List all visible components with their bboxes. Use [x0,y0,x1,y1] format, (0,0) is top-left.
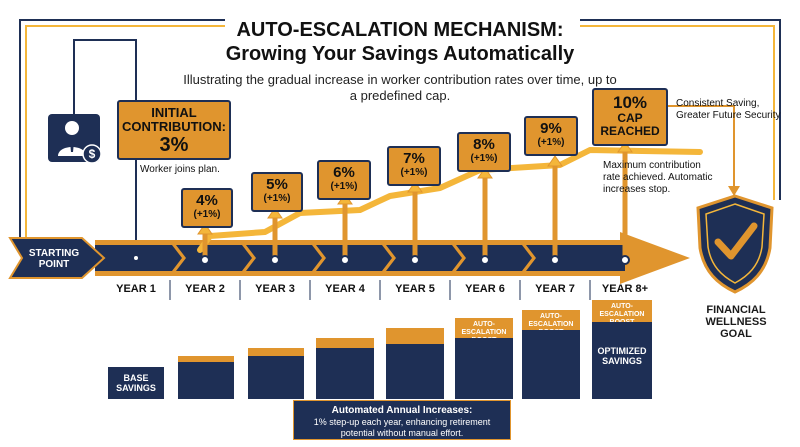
step-pct: 5% [266,176,288,193]
bar-cap [386,328,444,344]
step-inc: (+1%) [263,193,291,204]
starting-point-arrow [8,237,106,279]
cap-note: Maximum contribution rate achieved. Auto… [603,160,713,195]
step-pct: 7% [403,150,425,167]
step-inc: (+1%) [193,209,221,220]
footer-title: Automated Annual Increases: [331,405,473,416]
step-inc: (+1%) [400,167,428,178]
bar-year2 [178,362,234,399]
bar-year5 [386,344,444,399]
title-line2: Growing Your Savings Automatically [225,43,575,65]
initial-note: Worker joins plan. [140,164,220,175]
goal-label: FINANCIAL WELLNESS GOAL [705,304,767,340]
step-box-year2: 4% (+1%) [181,188,233,228]
step-pct: 9% [540,120,562,137]
bar-year7 [522,330,580,399]
bar-year4 [316,348,374,399]
step-pct: 8% [473,136,495,153]
subtitle: Illustrating the gradual increase in wor… [183,72,617,103]
year-label: YEAR 5 [395,283,435,295]
cap-label: CAP REACHED [600,111,660,138]
step-pct: 4% [196,192,218,209]
title-line1: AUTO-ESCALATION MECHANISM: [236,19,564,41]
year-label: YEAR 2 [185,283,225,295]
bar-boost-label: AUTO-ESCALATION BOOST [592,300,652,326]
bar-year8: OPTIMIZED SAVINGS [592,322,652,399]
bar-year6 [455,338,513,399]
year-dividers [169,280,591,300]
bar-boost-label: AUTO-ESCALATION BOOST [455,318,513,344]
initial-value: 3% [159,134,189,156]
bar-base-label: BASE SAVINGS [116,373,156,393]
year-label: YEAR 4 [325,283,365,295]
bar-optimized-label: OPTIMIZED SAVINGS [597,346,647,366]
year-label: YEAR 8+ [601,283,649,295]
step-box-year3: 5% (+1%) [251,172,303,212]
step-box-year7: 9% (+1%) [524,116,578,156]
step-inc: (+1%) [470,153,498,164]
right-note: Consistent Saving, Greater Future Securi… [676,98,781,121]
footer-text: 1% step-up each year, enhancing retireme… [313,417,491,438]
step-box-year5: 7% (+1%) [387,146,441,186]
growth-path [197,147,703,253]
timeline-band [95,232,690,284]
step-inc: (+1%) [537,137,565,148]
year-label: YEAR 3 [255,283,295,295]
year-label: YEAR 1 [116,283,156,295]
svg-text:$: $ [89,147,96,161]
step-inc: (+1%) [330,181,358,192]
initial-contribution-box: INITIAL CONTRIBUTION: 3% [117,100,231,160]
step-pct: 6% [333,164,355,181]
footer-box: Automated Annual Increases: 1% step-up e… [293,400,511,440]
bar-year3 [248,356,304,399]
cap-box: 10% CAP REACHED [592,88,668,146]
step-box-year4: 6% (+1%) [317,160,371,200]
bar-cap [178,356,234,362]
year-label: YEAR 6 [465,283,505,295]
bar-cap [316,338,374,348]
cap-pct: 10% [612,93,648,112]
dollar-icon: $ [82,144,102,164]
starting-point-label: STARTING POINT [28,248,80,270]
shield-check-icon [696,194,774,294]
bar-cap [248,348,304,356]
bar-boost-label: AUTO-ESCALATION BOOST [522,310,580,336]
year-label: YEAR 7 [535,283,575,295]
initial-label: INITIAL CONTRIBUTION: [122,105,226,134]
bar-year1: BASE SAVINGS [108,367,164,399]
step-box-year6: 8% (+1%) [457,132,511,172]
